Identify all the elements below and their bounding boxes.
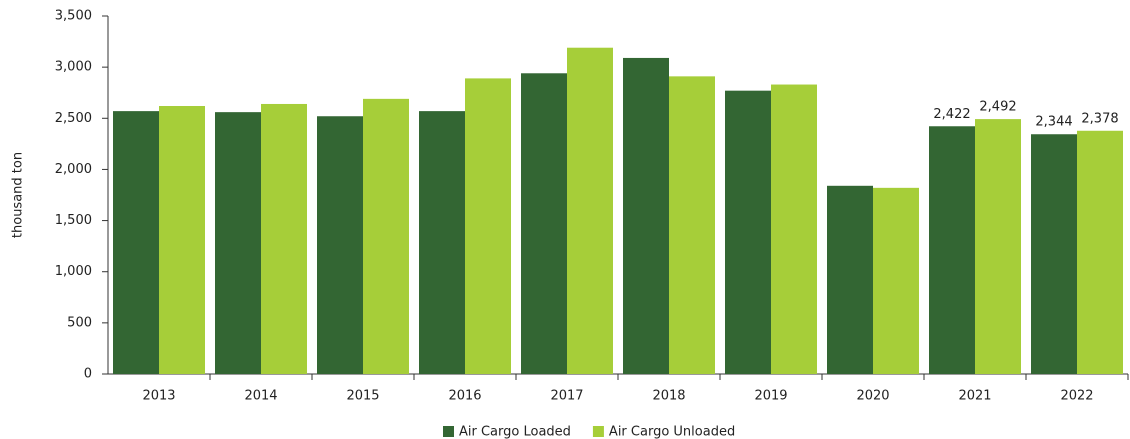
value-label: 2,378	[1081, 111, 1118, 126]
value-label: 2,492	[979, 100, 1016, 115]
bar	[1077, 130, 1123, 374]
x-tick-label: 2015	[346, 389, 379, 404]
x-tick-label: 2014	[244, 389, 277, 404]
bar	[419, 111, 465, 374]
y-tick-label: 500	[67, 315, 92, 330]
y-tick-label: 2,000	[55, 162, 92, 177]
bar	[771, 84, 817, 374]
value-label: 2,422	[933, 107, 970, 122]
bar	[567, 47, 613, 375]
bar	[725, 90, 771, 374]
legend-swatch	[592, 426, 604, 437]
x-tick-label: 2021	[958, 389, 991, 404]
bar	[623, 57, 669, 375]
x-tick-label: 2018	[652, 389, 685, 404]
bar	[159, 106, 205, 375]
y-axis-label: thousand ton	[11, 152, 26, 238]
bar	[261, 103, 307, 375]
x-tick-label: 2022	[1060, 389, 1093, 404]
x-tick-label: 2019	[754, 389, 787, 404]
y-tick-label: 0	[84, 367, 92, 382]
bar	[363, 98, 409, 374]
bar	[1031, 134, 1077, 374]
legend-label: Air Cargo Unloaded	[609, 425, 735, 439]
y-tick-label: 1,000	[55, 264, 92, 279]
x-tick-label: 2013	[142, 389, 175, 404]
bar	[975, 119, 1021, 374]
legend-label: Air Cargo Loaded	[459, 425, 571, 439]
value-label: 2,344	[1035, 115, 1072, 130]
x-tick-label: 2016	[448, 389, 481, 404]
y-tick-label: 1,500	[55, 213, 92, 228]
bar	[215, 112, 261, 375]
bar	[317, 116, 363, 375]
bar	[465, 78, 511, 374]
y-tick-label: 2,500	[55, 111, 92, 126]
bar	[521, 73, 567, 374]
x-tick-label: 2017	[550, 389, 583, 404]
bar	[929, 126, 975, 374]
y-tick-label: 3,000	[55, 60, 92, 75]
bar	[113, 111, 159, 374]
legend-swatch	[443, 426, 454, 437]
x-tick-label: 2020	[856, 389, 889, 404]
bar	[873, 187, 919, 374]
y-tick-label: 3,500	[55, 9, 92, 24]
bar	[669, 76, 715, 374]
bar	[827, 185, 873, 374]
